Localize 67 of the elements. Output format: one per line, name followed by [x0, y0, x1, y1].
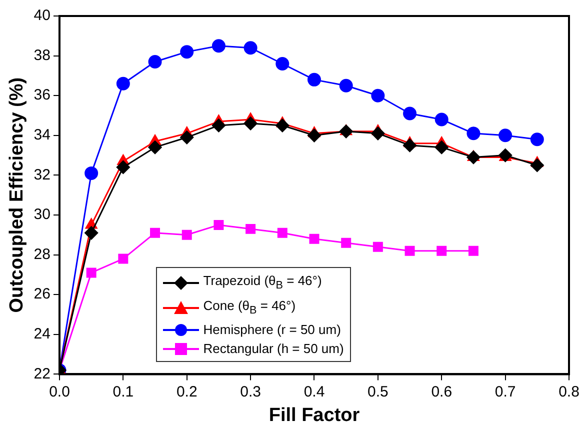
point — [372, 242, 383, 252]
point — [307, 128, 321, 142]
point — [180, 45, 194, 59]
x-axis-title: Fill Factor — [268, 404, 360, 426]
point — [466, 126, 480, 140]
point — [86, 268, 96, 278]
x-tick-label: 0.4 — [304, 383, 325, 400]
point — [277, 228, 288, 238]
point — [214, 220, 224, 230]
point — [212, 118, 226, 132]
legend-label: Trapezoid (θ$_{B}$ = 46°) — [203, 272, 322, 294]
point — [403, 138, 417, 152]
point — [276, 118, 290, 132]
point — [436, 246, 447, 256]
point — [148, 140, 162, 154]
point — [434, 140, 448, 154]
x-tick-label: 0.7 — [494, 383, 516, 400]
point — [244, 41, 258, 55]
x-tick-label: 0.2 — [176, 383, 198, 400]
point — [371, 88, 385, 102]
point — [434, 112, 448, 126]
y-tick-label: 32 — [34, 166, 50, 184]
point — [150, 228, 160, 238]
y-axis-title: Outcoupled Efficiency (%) — [6, 77, 28, 313]
point — [118, 254, 128, 264]
y-tick-label: 30 — [34, 206, 50, 224]
point — [180, 130, 194, 144]
y-tick-label: 24 — [34, 326, 50, 343]
point — [341, 238, 352, 248]
point — [498, 128, 512, 142]
point — [404, 246, 415, 256]
y-tick-label: 36 — [34, 86, 50, 104]
y-tick-label: 34 — [34, 126, 50, 144]
point — [339, 78, 353, 92]
legend-label: Cone (θ$_{B}$ = 46°) — [203, 296, 296, 318]
point — [276, 57, 290, 71]
y-tick-label: 22 — [34, 365, 50, 382]
point — [212, 39, 226, 53]
point — [468, 246, 478, 256]
point — [339, 124, 353, 138]
point — [182, 230, 192, 240]
point — [246, 224, 256, 234]
y-tick-label: 38 — [34, 46, 50, 64]
point — [84, 166, 98, 180]
x-tick-label: 0.6 — [431, 383, 452, 400]
point — [309, 234, 320, 244]
x-tick-label: 0.0 — [49, 383, 70, 400]
point — [466, 150, 480, 164]
legend-label: Hemisphere (r = 50 um) — [203, 321, 341, 340]
point — [530, 132, 544, 146]
y-tick-label: 40 — [34, 7, 50, 24]
point — [307, 72, 321, 86]
point — [84, 226, 98, 240]
point — [116, 160, 130, 174]
y-tick-label: 26 — [34, 286, 50, 303]
point — [403, 106, 417, 120]
point — [530, 158, 544, 172]
x-tick-label: 0.3 — [240, 383, 261, 400]
point — [116, 76, 130, 90]
point — [244, 116, 258, 130]
x-tick-label: 0.8 — [558, 383, 580, 400]
point — [148, 55, 162, 69]
x-tick-label: 0.1 — [112, 383, 134, 400]
y-tick-label: 28 — [34, 246, 50, 263]
point — [371, 126, 385, 140]
x-tick-label: 0.5 — [368, 383, 388, 400]
legend-label: Rectangular (h = 50 um) — [203, 340, 344, 358]
